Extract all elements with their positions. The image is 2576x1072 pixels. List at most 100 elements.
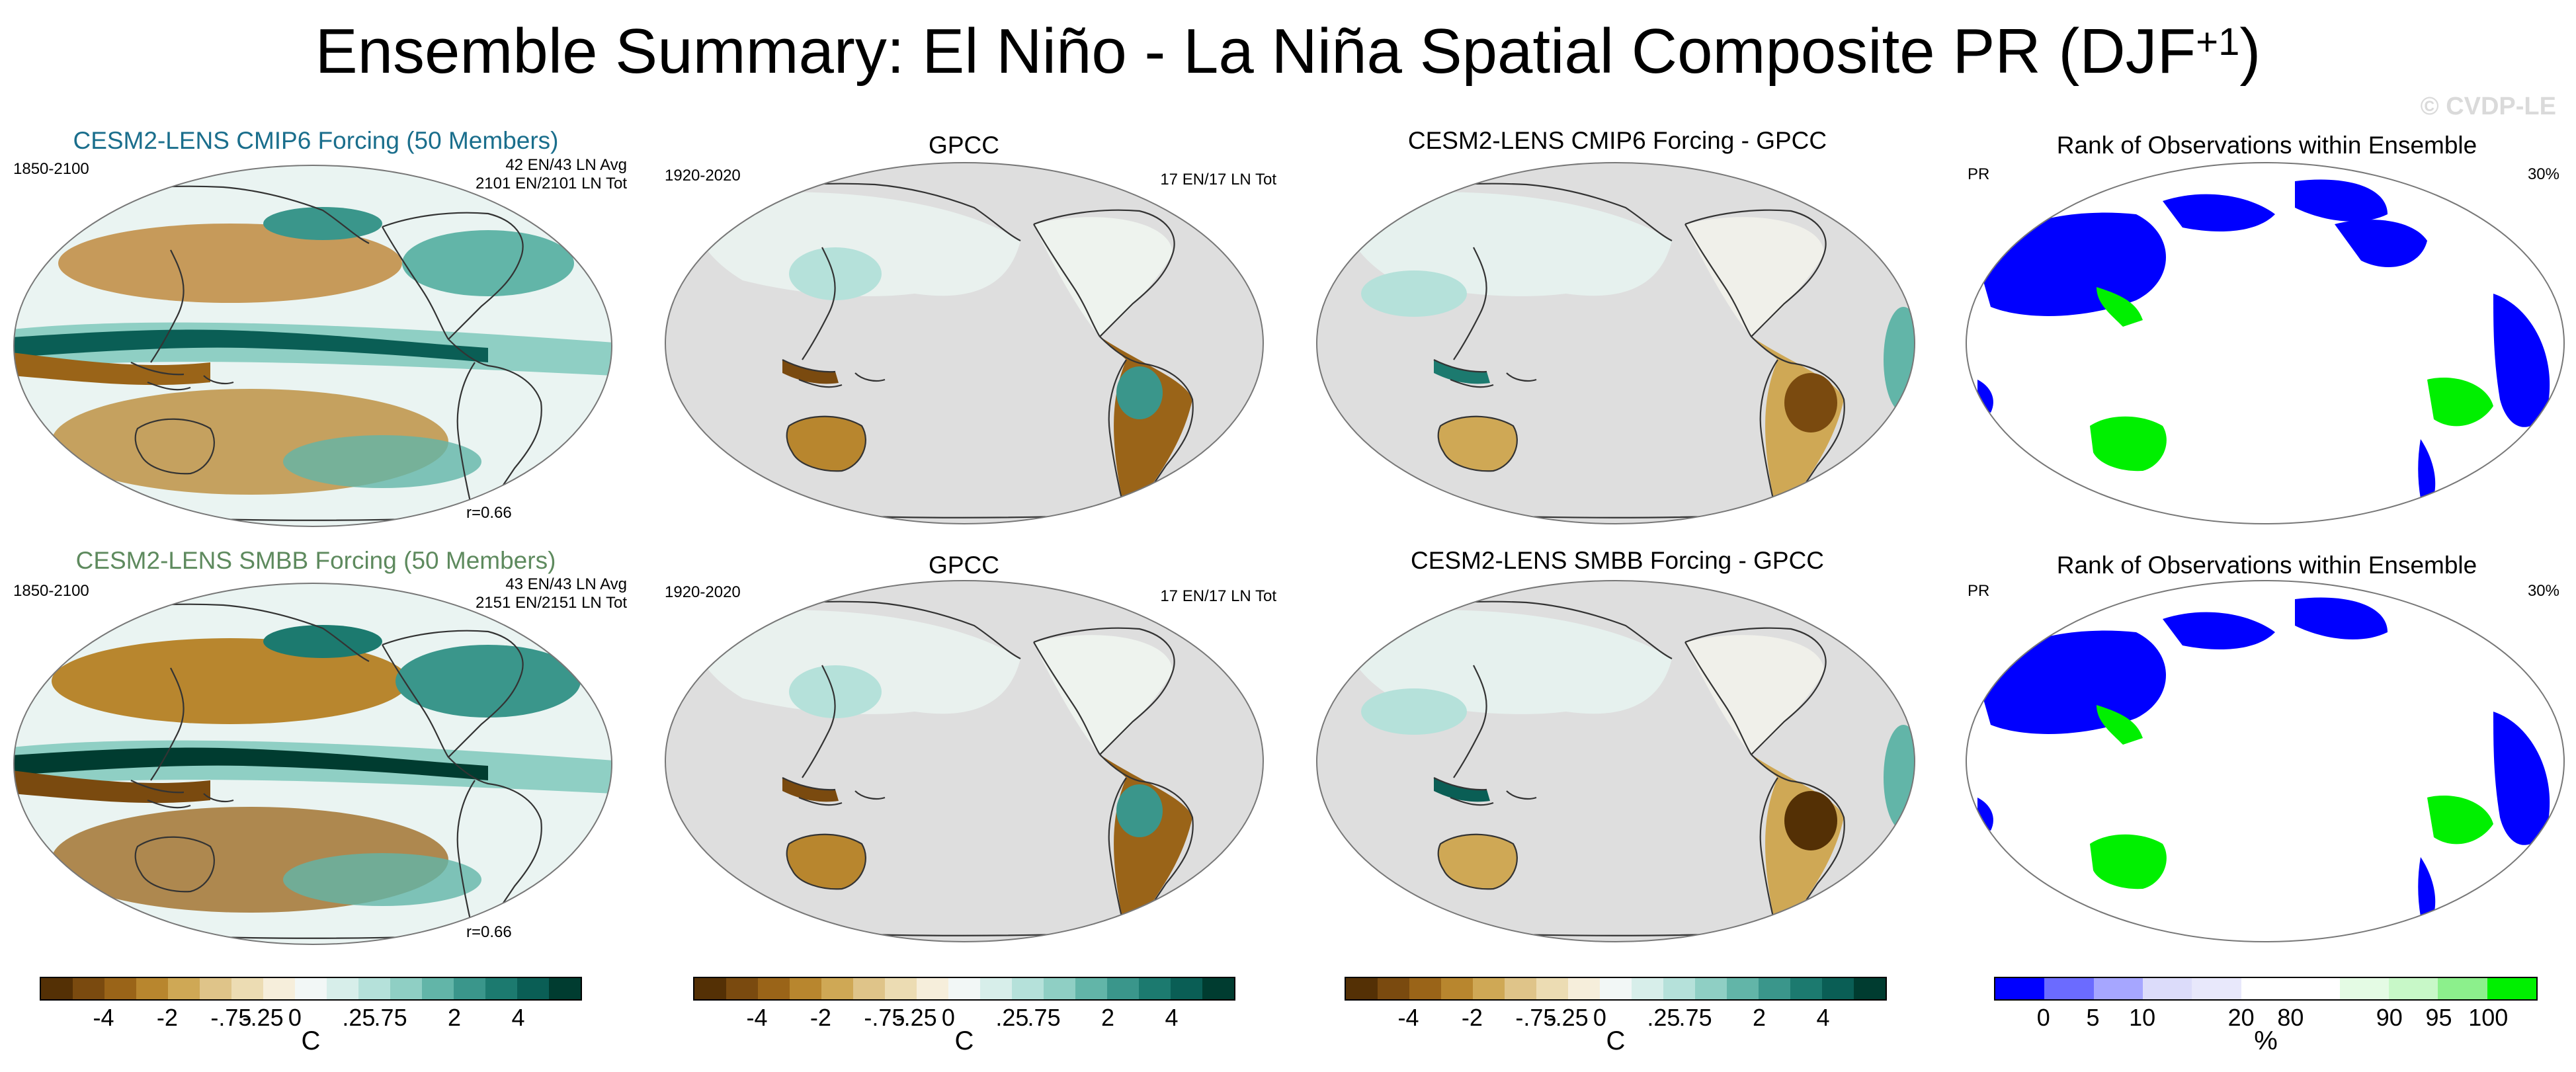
colorbar-model bbox=[40, 977, 582, 1001]
colorbar-swatch bbox=[73, 978, 104, 999]
colorbar-swatch bbox=[2487, 978, 2536, 999]
colorbar-tick-label: -4 bbox=[746, 1004, 768, 1031]
colorbar-swatch bbox=[2388, 978, 2438, 999]
colorbar-swatch bbox=[726, 978, 758, 999]
colorbar-tick-label: 4 bbox=[1816, 1004, 1830, 1031]
colorbar-swatch bbox=[2241, 978, 2291, 999]
map-model-cmip6 bbox=[13, 165, 612, 527]
colorbar-swatch bbox=[327, 978, 358, 999]
colorbar-obs bbox=[693, 977, 1235, 1001]
colorbar-tick-label: .25 bbox=[1647, 1004, 1681, 1031]
colorbar-tick-label: 0 bbox=[2036, 1004, 2050, 1031]
colorbar-tick-label: -.75 bbox=[864, 1004, 905, 1031]
map-rank-smbb bbox=[1966, 580, 2565, 942]
colorbar-tick-label: -2 bbox=[1461, 1004, 1483, 1031]
colorbar-swatch bbox=[1378, 978, 1409, 999]
colorbar-tick-label: .25 bbox=[342, 1004, 376, 1031]
colorbar-tick-label: 0 bbox=[288, 1004, 302, 1031]
panel-title-obs: GPCC bbox=[929, 552, 999, 579]
colorbar-swatch bbox=[2438, 978, 2487, 999]
colorbar-swatch bbox=[2044, 978, 2094, 999]
colorbar-tick-label: -2 bbox=[810, 1004, 831, 1031]
years-label: 1850-2100 bbox=[13, 582, 89, 600]
panel-title-rank: Rank of Observations within Ensemble bbox=[2056, 132, 2477, 159]
colorbar-tick-label: -.25 bbox=[1547, 1004, 1589, 1031]
colorbar-swatch bbox=[948, 978, 980, 999]
colorbar-tick-label: .75 bbox=[1027, 1004, 1061, 1031]
colorbar-tick-label: .25 bbox=[995, 1004, 1029, 1031]
colorbar-tick-label: 5 bbox=[2086, 1004, 2100, 1031]
colorbar-tick-label: 80 bbox=[2277, 1004, 2304, 1031]
colorbar-swatch bbox=[1790, 978, 1822, 999]
colorbar-tick-label: -.75 bbox=[210, 1004, 252, 1031]
panel-title-obs: GPCC bbox=[929, 132, 999, 159]
colorbar-tick-label: 90 bbox=[2376, 1004, 2403, 1031]
colorbar-unit-label: C bbox=[954, 1026, 974, 1055]
colorbar-swatch bbox=[295, 978, 327, 999]
map-rank-cmip6 bbox=[1966, 162, 2565, 524]
colorbar-tick-label: 0 bbox=[1593, 1004, 1606, 1031]
colorbar-tick-label: -.25 bbox=[895, 1004, 937, 1031]
colorbar-swatch bbox=[200, 978, 231, 999]
colorbar-swatch bbox=[517, 978, 549, 999]
panel-title-diff: CESM2-LENS SMBB Forcing - GPCC bbox=[1410, 547, 1825, 574]
colorbar-swatch bbox=[454, 978, 485, 999]
colorbar-tick-label: -4 bbox=[93, 1004, 114, 1031]
colorbar-tick-label: 95 bbox=[2425, 1004, 2452, 1031]
map-model-smbb bbox=[13, 583, 612, 945]
colorbar-tick-label: 2 bbox=[1101, 1004, 1115, 1031]
colorbar-swatch bbox=[1505, 978, 1536, 999]
colorbar-tick-label: 2 bbox=[448, 1004, 462, 1031]
colorbar-swatch bbox=[1171, 978, 1202, 999]
colorbar-swatch bbox=[2339, 978, 2389, 999]
variable-label: PR bbox=[1968, 165, 1990, 183]
colorbar-unit-label: C bbox=[1606, 1026, 1626, 1055]
colorbar-swatch bbox=[1822, 978, 1854, 999]
colorbar-tick-label: -.25 bbox=[242, 1004, 284, 1031]
colorbar-swatch bbox=[885, 978, 917, 999]
colorbar-swatch bbox=[853, 978, 885, 999]
years-label: 1920-2020 bbox=[665, 167, 741, 185]
colorbar-tick-label: 0 bbox=[941, 1004, 955, 1031]
colorbar-swatch bbox=[2290, 978, 2340, 999]
colorbar-swatch bbox=[1727, 978, 1759, 999]
colorbar-swatch bbox=[1600, 978, 1632, 999]
colorbar-swatch bbox=[1044, 978, 1075, 999]
colorbar-swatch bbox=[390, 978, 422, 999]
colorbar-swatch bbox=[2192, 978, 2241, 999]
pattern-correlation: r=0.66 bbox=[466, 504, 512, 522]
colorbar-swatch bbox=[1139, 978, 1171, 999]
rank-percent: 30% bbox=[2527, 165, 2559, 183]
colorbar-tick-label: .75 bbox=[374, 1004, 407, 1031]
ensemble-stats-total: 2151 EN/2151 LN Tot bbox=[475, 594, 627, 612]
panel-title-model-cmip6: CESM2-LENS CMIP6 Forcing (50 Members) bbox=[73, 127, 559, 154]
colorbar-swatch bbox=[1409, 978, 1441, 999]
ensemble-stats-avg: 43 EN/43 LN Avg bbox=[505, 575, 627, 593]
colorbar-swatch bbox=[1202, 978, 1234, 999]
colorbar-tick-label: -.75 bbox=[1515, 1004, 1557, 1031]
colorbar-swatch bbox=[136, 978, 168, 999]
pattern-correlation: r=0.66 bbox=[466, 923, 512, 941]
colorbar-swatch bbox=[694, 978, 726, 999]
panel-title-diff: CESM2-LENS CMIP6 Forcing - GPCC bbox=[1407, 127, 1827, 154]
years-label: 1920-2020 bbox=[665, 583, 741, 601]
years-label: 1850-2100 bbox=[13, 160, 89, 178]
colorbar-swatch bbox=[917, 978, 948, 999]
colorbar-swatch bbox=[263, 978, 295, 999]
colorbar-swatch bbox=[790, 978, 821, 999]
ensemble-stats-avg: 42 EN/43 LN Avg bbox=[505, 156, 627, 174]
colorbar-swatch bbox=[1568, 978, 1600, 999]
panel-title-rank: Rank of Observations within Ensemble bbox=[2056, 552, 2477, 579]
event-count: 17 EN/17 LN Tot bbox=[1160, 587, 1276, 605]
colorbar-swatch bbox=[422, 978, 454, 999]
colorbar-swatch bbox=[41, 978, 73, 999]
colorbar-swatch bbox=[1632, 978, 1663, 999]
colorbar-swatch bbox=[2143, 978, 2192, 999]
colorbar-tick-label: .75 bbox=[1679, 1004, 1712, 1031]
watermark: © CVDP-LE bbox=[2420, 93, 2556, 120]
colorbar-swatch bbox=[1854, 978, 1886, 999]
colorbar-tick-label: 4 bbox=[511, 1004, 525, 1031]
colorbar-tick-label: 20 bbox=[2227, 1004, 2255, 1031]
colorbar-diff bbox=[1345, 977, 1887, 1001]
colorbar-swatch bbox=[1107, 978, 1139, 999]
